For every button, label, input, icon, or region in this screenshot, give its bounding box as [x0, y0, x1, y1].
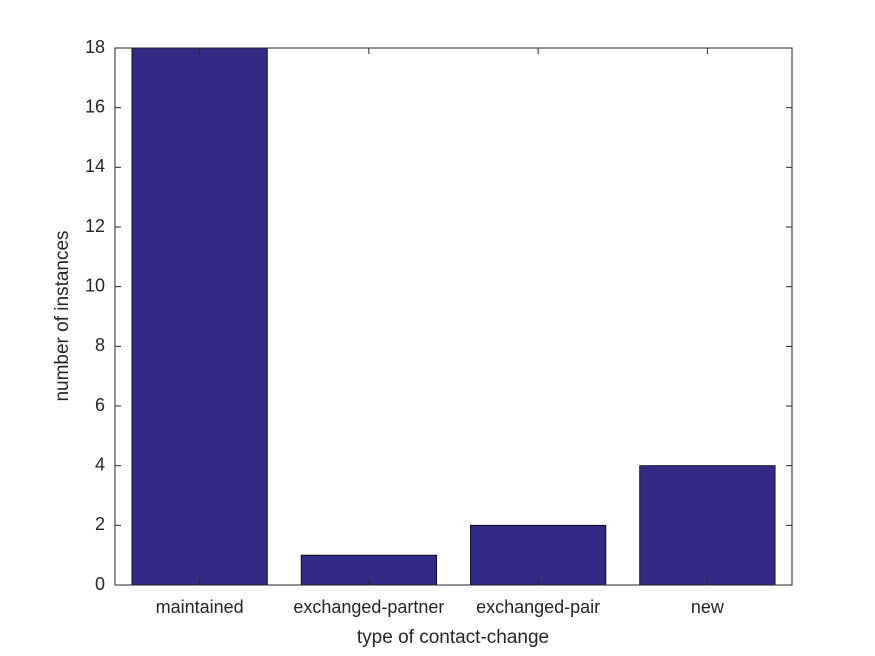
- bar: [639, 465, 776, 586]
- y-tick-label: 18: [85, 37, 105, 57]
- y-tick-label: 10: [85, 275, 105, 295]
- y-axis-label: number of instances: [52, 230, 73, 401]
- bar: [131, 47, 268, 586]
- axes-box: [114, 47, 793, 586]
- y-tick-label: 16: [85, 96, 105, 116]
- x-tick-label: new: [691, 597, 725, 617]
- x-axis-label: type of contact-change: [357, 627, 549, 648]
- y-tick-label: 0: [95, 574, 105, 594]
- bar: [470, 524, 607, 586]
- x-tick-label: exchanged-pair: [476, 597, 600, 617]
- y-tick-label: 2: [95, 514, 105, 534]
- x-tick-label: exchanged-partner: [293, 597, 444, 617]
- y-tick-label: 12: [85, 216, 105, 236]
- y-tick-label: 4: [95, 454, 105, 474]
- x-tick-label: maintained: [156, 597, 244, 617]
- y-tick-label: 8: [95, 335, 105, 355]
- y-tick-label: 14: [85, 156, 105, 176]
- y-tick-label: 6: [95, 395, 105, 415]
